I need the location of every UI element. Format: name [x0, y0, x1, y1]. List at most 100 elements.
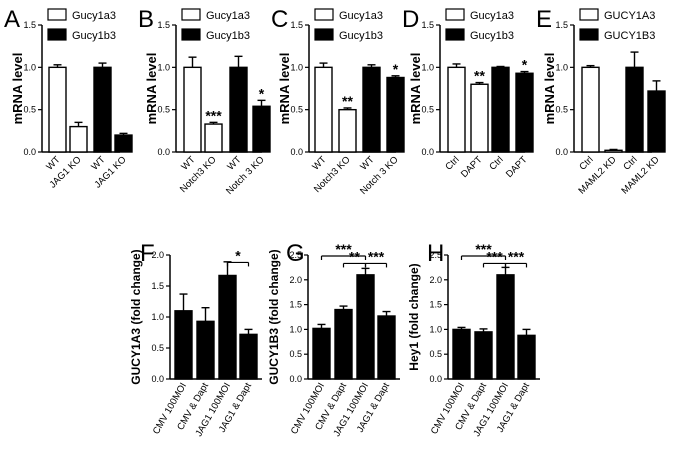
bar [196, 320, 215, 380]
bar [377, 315, 396, 380]
bar [474, 331, 493, 380]
y-tick-label: 1.5 [290, 20, 303, 30]
bar [218, 274, 237, 380]
y-tick-label: 0.0 [151, 374, 164, 384]
y-tick-label: 1.5 [151, 281, 164, 291]
y-tick-label: 0.5 [290, 105, 303, 115]
bar [496, 274, 515, 380]
y-tick-label: 1.5 [555, 20, 568, 30]
legend-label: Gucy1b3 [339, 30, 383, 42]
y-axis-label: mRNA level [408, 53, 423, 125]
panel-letter: B [138, 6, 154, 33]
y-tick-label: 1.0 [429, 324, 442, 334]
y-tick-label: 2.0 [429, 275, 442, 285]
bar [447, 66, 466, 153]
category-label: Ctrl [487, 154, 505, 172]
y-tick-label: 2.0 [289, 275, 302, 285]
legend-swatch [579, 28, 599, 41]
y-axis-label: mRNA level [144, 53, 159, 125]
bar [204, 123, 223, 153]
bar [338, 108, 357, 153]
y-tick-label: 1.0 [151, 312, 164, 322]
y-tick-label: 0.5 [289, 349, 302, 359]
y-tick-label: 0.0 [157, 147, 170, 157]
bar [114, 134, 133, 153]
legend-swatch [579, 8, 599, 21]
bar [356, 274, 375, 380]
category-label: WT [358, 154, 376, 172]
y-tick-label: 2.5 [289, 250, 302, 260]
bar [515, 72, 534, 153]
y-tick-label: 0.5 [421, 105, 434, 115]
y-tick-label: 0.5 [157, 105, 170, 115]
bar [517, 334, 536, 380]
panel-letter: C [271, 6, 288, 33]
category-label: DAPT [459, 154, 485, 180]
y-tick-label: 0.5 [23, 105, 36, 115]
y-axis-label: GUCY1B3 (fold change) [267, 249, 281, 384]
bar [625, 66, 644, 153]
bar [386, 76, 405, 153]
y-tick-label: 0.0 [290, 147, 303, 157]
bar [491, 66, 510, 153]
y-axis-label: mRNA level [542, 53, 557, 125]
panel-letter: D [402, 6, 419, 33]
y-tick-label: 1.0 [290, 62, 303, 72]
y-tick-label: 0.5 [151, 343, 164, 353]
legend-label: Gucy1a3 [339, 10, 383, 22]
legend-label: Gucy1a3 [72, 10, 116, 22]
legend-label: Gucy1b3 [206, 30, 250, 42]
bracket-label: *** [475, 241, 492, 257]
y-tick-label: 1.5 [23, 20, 36, 30]
category-label: Ctrl [621, 154, 639, 172]
legend-swatch [181, 8, 201, 21]
bar [647, 90, 666, 153]
panel-letter: A [4, 6, 20, 33]
bar [183, 66, 202, 153]
y-tick-label: 1.5 [157, 20, 170, 30]
panel-letter: E [536, 6, 552, 33]
legend-swatch [181, 28, 201, 41]
bar [252, 105, 271, 153]
bar [312, 327, 331, 380]
legend-swatch [445, 28, 465, 41]
panel-letter: F [140, 240, 155, 267]
bar [93, 66, 112, 153]
bar [470, 83, 489, 153]
significance-marker: * [259, 85, 265, 101]
bar [314, 66, 333, 153]
bar [239, 333, 258, 380]
legend-label: GUCY1B3 [604, 30, 655, 42]
bar [229, 66, 248, 153]
y-axis-label: mRNA level [277, 53, 292, 125]
significance-marker: * [522, 57, 528, 73]
y-tick-label: 0.0 [289, 374, 302, 384]
bracket-label: *** [508, 248, 525, 264]
y-tick-label: 0.0 [421, 147, 434, 157]
bar [604, 149, 623, 153]
category-label: Ctrl [577, 154, 595, 172]
legend-swatch [47, 28, 67, 41]
bar [174, 310, 193, 380]
y-tick-label: 1.0 [555, 62, 568, 72]
panel-letter: H [427, 240, 444, 267]
significance-marker: ** [342, 93, 353, 109]
bar [69, 125, 88, 153]
legend-label: Gucy1a3 [470, 10, 514, 22]
y-tick-label: 0.0 [23, 147, 36, 157]
bar [581, 66, 600, 153]
y-axis-label: mRNA level [10, 53, 25, 125]
category-label: Ctrl [443, 154, 461, 172]
legend-swatch [445, 8, 465, 21]
y-tick-label: 1.0 [157, 62, 170, 72]
y-tick-label: 0.0 [429, 374, 442, 384]
y-tick-label: 0.5 [555, 105, 568, 115]
y-tick-label: 1.5 [421, 20, 434, 30]
legend-label: Gucy1a3 [206, 10, 250, 22]
y-tick-label: 0.5 [429, 349, 442, 359]
